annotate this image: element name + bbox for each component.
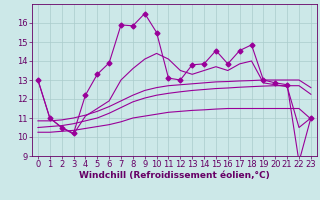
X-axis label: Windchill (Refroidissement éolien,°C): Windchill (Refroidissement éolien,°C) [79, 171, 270, 180]
